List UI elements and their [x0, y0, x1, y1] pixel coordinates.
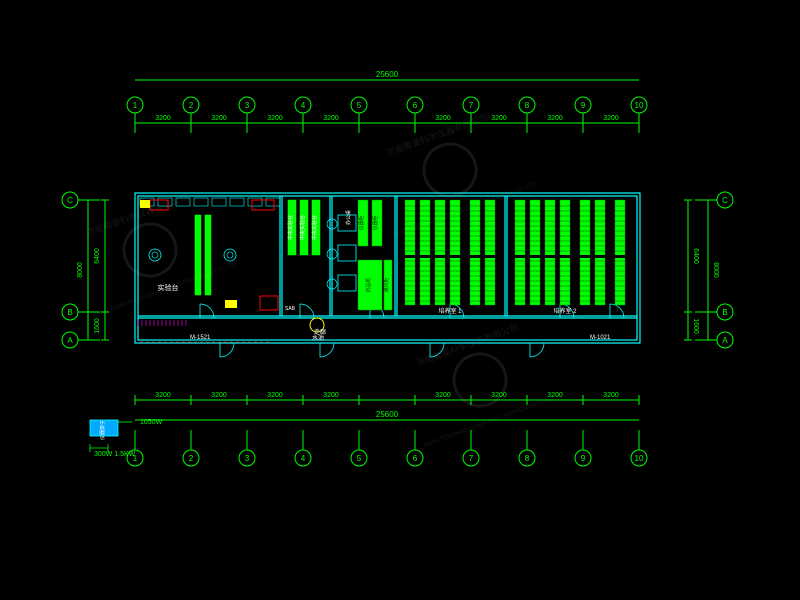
svg-text:3200: 3200	[323, 392, 339, 399]
svg-text:7: 7	[469, 454, 474, 463]
svg-text:1050W: 1050W	[140, 419, 163, 426]
svg-text:300W 1.5KW: 300W 1.5KW	[94, 451, 136, 458]
svg-text:3200: 3200	[211, 115, 227, 122]
svg-text:3: 3	[245, 101, 250, 110]
svg-text:1: 1	[133, 101, 138, 110]
svg-text:10: 10	[635, 101, 644, 110]
svg-text:3200: 3200	[155, 115, 171, 122]
svg-text:5: 5	[357, 101, 362, 110]
svg-text:C: C	[722, 196, 728, 205]
svg-text:5: 5	[357, 454, 362, 463]
svg-text:通风柜: 通风柜	[383, 277, 390, 292]
svg-text:3200: 3200	[267, 392, 283, 399]
svg-text:2: 2	[189, 101, 194, 110]
svg-text:中央实验台: 中央实验台	[311, 215, 318, 240]
svg-text:9: 9	[581, 101, 586, 110]
svg-text:1600: 1600	[692, 318, 699, 334]
svg-text:C: C	[67, 196, 73, 205]
svg-text:4: 4	[301, 101, 306, 110]
svg-text:3200: 3200	[435, 115, 451, 122]
svg-text:2: 2	[189, 454, 194, 463]
floorplan-drawing: 25600 1 2 3 4 5 6 7 8 9 10 3200 3200 3200 3200 3200 3200…	[0, 0, 800, 600]
svg-text:25600: 25600	[376, 410, 399, 419]
svg-text:SAB: SAB	[285, 306, 296, 312]
svg-text:3200: 3200	[267, 115, 283, 122]
svg-text:9: 9	[581, 454, 586, 463]
svg-text:6: 6	[413, 454, 418, 463]
svg-text:M-1021: M-1021	[590, 335, 611, 341]
svg-text:3200: 3200	[547, 115, 563, 122]
svg-text:M-1521: M-1521	[190, 335, 211, 341]
svg-text:8000: 8000	[712, 262, 719, 278]
svg-text:中央实验台: 中央实验台	[299, 215, 306, 240]
svg-text:3200: 3200	[491, 115, 507, 122]
svg-text:走廊: 走廊	[314, 328, 326, 336]
svg-text:10: 10	[635, 454, 644, 463]
svg-text:6400: 6400	[692, 248, 699, 264]
svg-text:办公桌: 办公桌	[345, 210, 352, 225]
svg-text:3200: 3200	[603, 392, 619, 399]
svg-text:4: 4	[301, 454, 306, 463]
svg-text:培养室 2: 培养室 2	[553, 307, 577, 315]
svg-text:A: A	[67, 336, 73, 345]
svg-text:3200: 3200	[603, 115, 619, 122]
svg-text:8000: 8000	[77, 262, 84, 278]
svg-text:3200: 3200	[435, 392, 451, 399]
svg-text:A: A	[722, 336, 728, 345]
svg-text:培养室 1: 培养室 1	[438, 307, 462, 315]
svg-text:药品柜: 药品柜	[365, 277, 372, 292]
svg-text:中央实验台: 中央实验台	[287, 215, 294, 240]
svg-text:6400: 6400	[94, 248, 101, 264]
svg-text:1600: 1600	[94, 318, 101, 334]
svg-text:仪器柜: 仪器柜	[358, 215, 365, 230]
svg-text:3200: 3200	[155, 392, 171, 399]
svg-text:B: B	[67, 308, 72, 317]
svg-text:B: B	[722, 308, 727, 317]
svg-text:25600: 25600	[376, 70, 399, 79]
svg-text:8: 8	[525, 454, 530, 463]
svg-text:6: 6	[413, 101, 418, 110]
svg-text:7: 7	[469, 101, 474, 110]
svg-text:3200: 3200	[323, 115, 339, 122]
svg-text:8: 8	[525, 101, 530, 110]
svg-text:3: 3	[245, 454, 250, 463]
svg-text:仪器架子: 仪器架子	[99, 420, 106, 440]
svg-text:3200: 3200	[211, 392, 227, 399]
svg-text:仪器柜: 仪器柜	[372, 215, 379, 230]
